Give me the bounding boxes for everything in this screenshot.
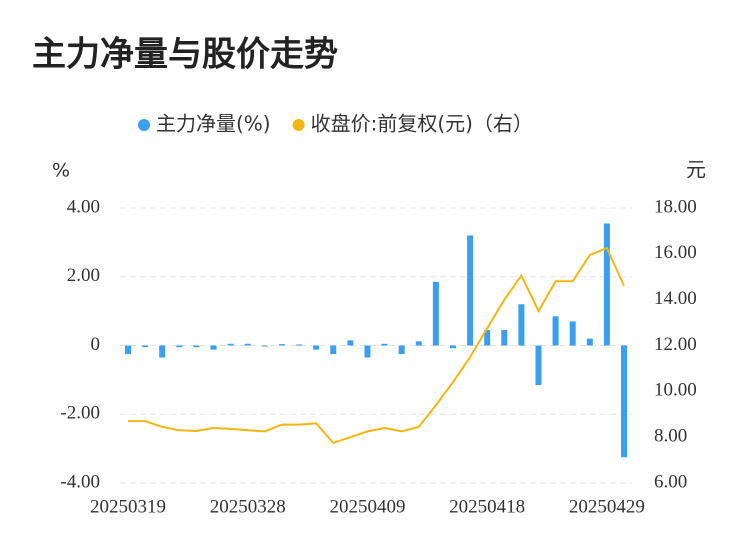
bar <box>518 304 525 346</box>
x-tick-label: 20250328 <box>210 496 286 517</box>
y2-tick-label: 18.00 <box>654 196 697 217</box>
y2-tick-label: 16.00 <box>654 242 697 263</box>
legend-label: 收盘价:前复权(元)（右） <box>311 112 533 136</box>
legend-marker <box>138 119 150 131</box>
bar <box>569 321 576 346</box>
bar <box>621 345 627 458</box>
bar <box>449 345 456 349</box>
y2-tick-label: 12.00 <box>654 334 697 355</box>
bar <box>467 235 474 346</box>
bar <box>398 345 405 355</box>
bar <box>176 345 183 348</box>
bar <box>296 344 303 346</box>
bar <box>142 345 149 348</box>
bar <box>552 316 559 346</box>
bar <box>278 344 285 346</box>
bar <box>586 338 593 346</box>
bar <box>381 343 388 346</box>
bar <box>535 345 542 386</box>
bar <box>244 343 251 346</box>
bar <box>501 330 508 346</box>
legend: 主力净量(%) 收盘价:前复权(元)（右） <box>138 112 533 136</box>
bar <box>347 340 354 346</box>
bar <box>261 345 268 347</box>
chart-title: 主力净量与股价走势 <box>32 35 338 75</box>
x-tick-label: 20250319 <box>90 496 166 517</box>
legend-label: 主力净量(%) <box>156 112 271 136</box>
bar <box>432 281 439 346</box>
bar <box>193 345 200 348</box>
price-line <box>128 246 625 445</box>
x-tick-label: 20250429 <box>569 496 645 517</box>
y-tick-label: 4.00 <box>67 196 100 217</box>
y-tick-label: -2.00 <box>60 403 100 424</box>
y-tick-label: 2.00 <box>67 265 100 286</box>
y2-tick-label: 8.00 <box>654 426 687 447</box>
bar <box>364 345 371 358</box>
x-tick-label: 20250409 <box>329 496 405 517</box>
bar <box>210 345 217 350</box>
y2-tick-label: 14.00 <box>654 288 697 309</box>
x-tick-label: 20250418 <box>449 496 525 517</box>
bar <box>125 345 131 355</box>
bar <box>159 345 166 358</box>
bar <box>603 223 610 346</box>
y2-tick-label: 6.00 <box>654 471 687 492</box>
bar <box>227 343 234 346</box>
bar <box>330 345 337 355</box>
bar <box>313 345 320 350</box>
bar <box>484 330 491 346</box>
y-axis-label: % <box>52 160 70 182</box>
y-tick-label: 0 <box>91 334 101 355</box>
y2-tick-label: 10.00 <box>654 380 697 401</box>
bar <box>415 341 422 346</box>
y-tick-label: -4.00 <box>60 471 100 492</box>
y2-axis-label: 元 <box>686 158 706 182</box>
legend-marker <box>292 119 305 131</box>
